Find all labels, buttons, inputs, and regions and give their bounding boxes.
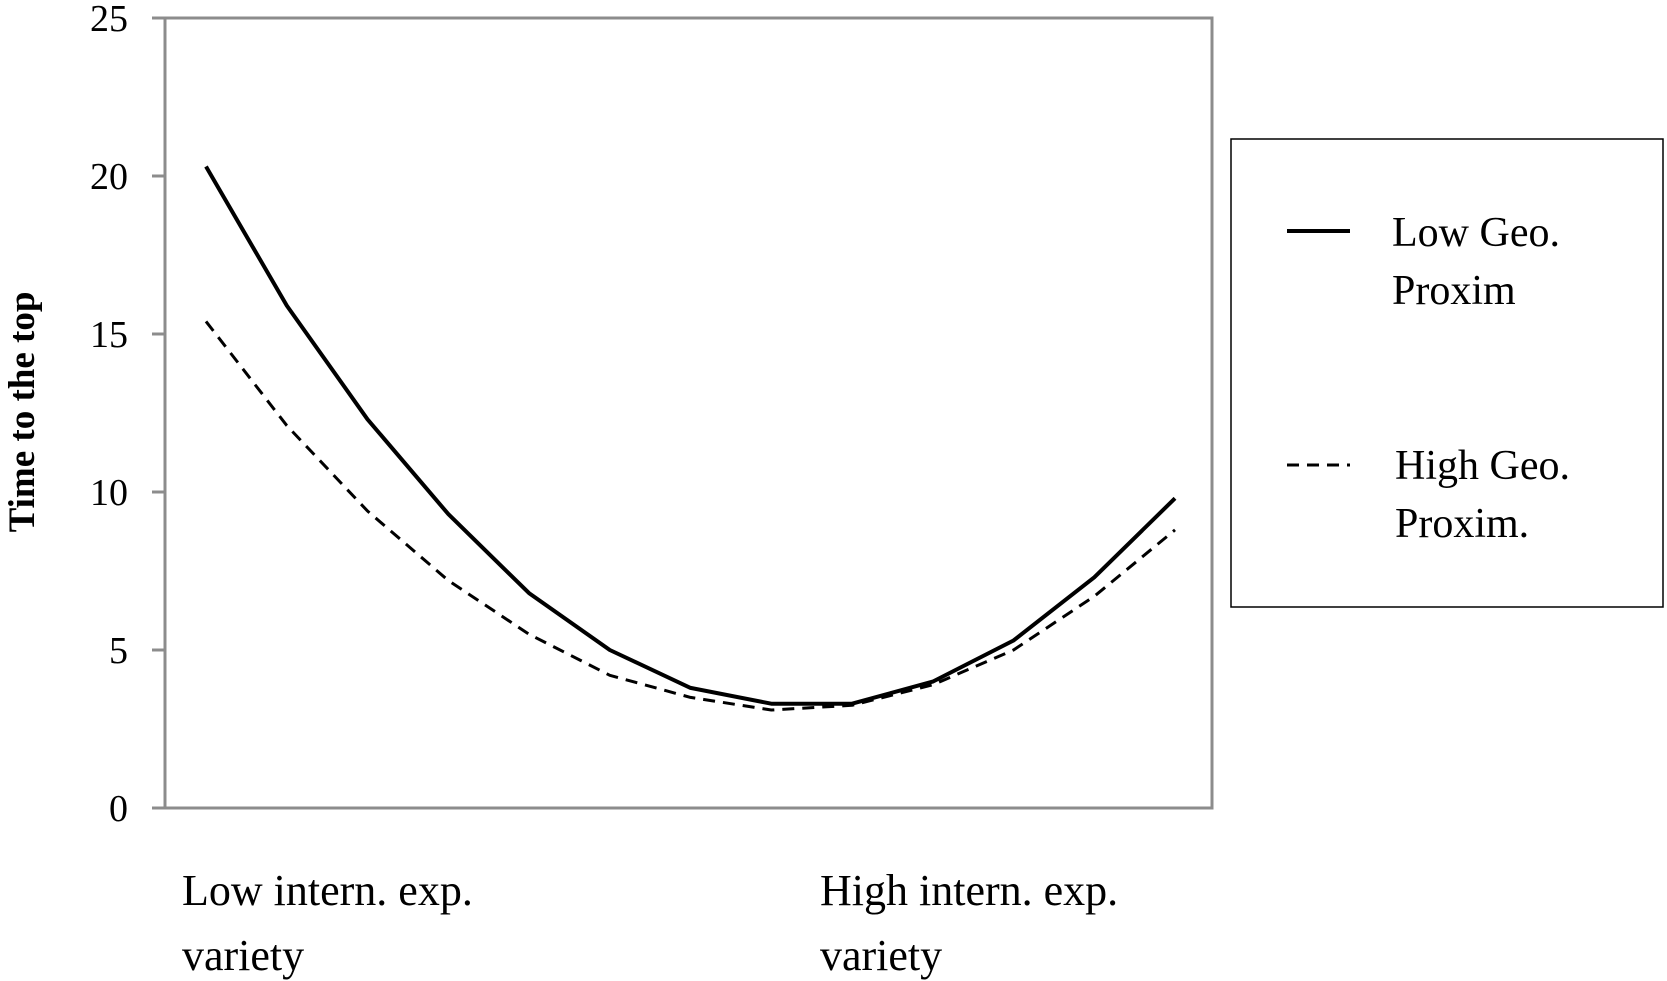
y-tick-label: 10 <box>90 472 128 514</box>
legend-label-low-geo-line1: Low Geo. <box>1392 210 1560 256</box>
legend-label-high-geo-line2: Proxim. <box>1395 501 1529 547</box>
x-category-label-high-line1: High intern. exp. <box>820 866 1118 915</box>
x-category-label-high-line2: variety <box>820 931 942 980</box>
x-category-label-low-line2: variety <box>182 931 304 980</box>
series-line-high-geo-proxim <box>204 320 1176 712</box>
legend-label-low-geo: Low Geo. Proxim <box>1392 210 1570 314</box>
y-axis-label: Time to the top <box>2 292 43 533</box>
y-tick-label: 5 <box>109 630 128 672</box>
x-category-label-low-line1: Low intern. exp. <box>182 866 473 915</box>
y-tick-label: 15 <box>90 314 128 356</box>
legend-label-high-geo: High Geo. Proxim. <box>1395 443 1580 547</box>
plot-frame <box>163 16 1214 810</box>
y-tick-label: 0 <box>109 788 128 830</box>
y-tick-label: 25 <box>90 0 128 40</box>
legend-label-high-geo-line1: High Geo. <box>1395 443 1570 489</box>
series-lines <box>204 165 1177 712</box>
legend-box <box>1230 138 1664 608</box>
x-category-label-high: High intern. exp. variety <box>820 866 1129 980</box>
y-ticks: 0 5 10 15 20 25 <box>90 0 165 830</box>
legend-label-low-geo-line2: Proxim <box>1392 268 1516 314</box>
series-line-low-geo-proxim <box>204 165 1177 706</box>
x-category-label-low: Low intern. exp. variety <box>182 866 484 980</box>
y-tick-label: 20 <box>90 156 128 198</box>
legend: Low Geo. Proxim High Geo. Proxim. <box>1230 138 1664 608</box>
